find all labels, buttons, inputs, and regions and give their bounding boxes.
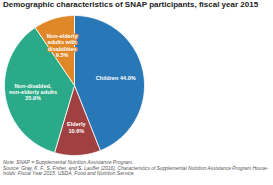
- svg-text:Children 44.0%: Children 44.0%: [96, 75, 136, 81]
- html-text:Source: Gray, K. F., S. Fisher: Source: Gray, K. F., S. Fisher, and S. L…: [3, 165, 269, 171]
- svg-text:Non-elderlyadults withdisabili: Non-elderlyadults withdisabilities9.5%: [47, 33, 79, 58]
- svg-text:Non-disabled,non-elderly adult: Non-disabled,non-elderly adults35.9%: [9, 83, 57, 102]
- html-text:Note: SNAP = Supplemental Nutr: Note: SNAP = Supplemental Nutrition Assi…: [3, 159, 134, 165]
- html-text:holds: Fiscal Year 2015. USDA,: holds: Fiscal Year 2015. USDA, Food and …: [3, 170, 135, 177]
- html-text:Demographic characteristics of: Demographic characteristics of SNAP part…: [3, 0, 259, 9]
- svg-text:Elderly10.6%: Elderly10.6%: [67, 121, 87, 133]
